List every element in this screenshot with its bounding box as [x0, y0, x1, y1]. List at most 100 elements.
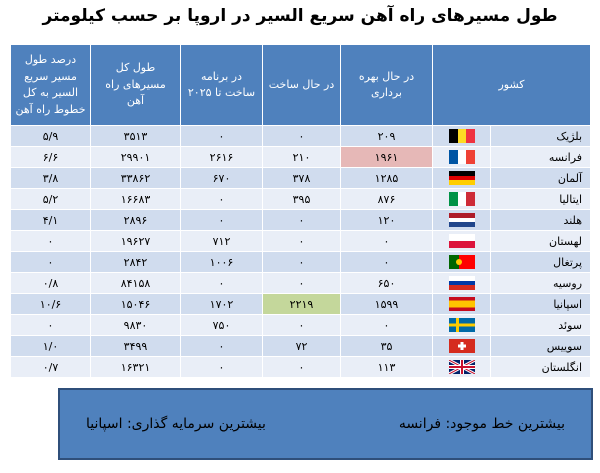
country-cell: روسیه [490, 272, 592, 294]
table-row: هلند ۱۲۰ ۰ ۰ ۲۸۹۶ ۴/۱ [10, 209, 592, 231]
value-cell: ۳۷۸ [262, 167, 341, 189]
value-cell: ۶۵۰ [340, 272, 433, 294]
table-row: روسیه ۶۵۰ ۰ ۰ ۸۴۱۵۸ ۰/۸ [10, 272, 592, 294]
flag-cell [431, 272, 492, 294]
value-cell: ۲۲۱۹ [262, 293, 341, 315]
value-cell: ۱۶۶۸۳ [90, 188, 181, 210]
value-cell: ۰ [262, 272, 341, 294]
country-cell: آلمان [490, 167, 592, 189]
flag-cell [431, 293, 492, 315]
country-cell: سوییس [490, 335, 592, 357]
summary-existing: بیشترین خط موجود: فرانسه [398, 416, 565, 432]
value-cell: ۰ [340, 314, 433, 336]
value-cell: ۰ [180, 335, 263, 357]
value-cell: ۱۹۶۱ [340, 146, 433, 168]
value-cell: ۱۲۰ [340, 209, 433, 231]
value-cell: ۳۳۸۶۲ [90, 167, 181, 189]
column-header: در حال بهره برداری [340, 44, 433, 126]
country-cell: سوئد [490, 314, 592, 336]
table-row: آلمان ۱۲۸۵ ۳۷۸ ۶۷۰ ۳۳۸۶۲ ۳/۸ [10, 167, 592, 189]
table-row: انگلستان ۱۱۳ ۰ ۰ ۱۶۳۲۱ ۰/۷ [10, 356, 592, 378]
value-cell: ۶۷۰ [180, 167, 263, 189]
rail-table: کشور در حال بهره برداری در حال ساخت در برنا… [10, 44, 592, 378]
value-cell: ۲۱۰ [262, 146, 341, 168]
flag [448, 276, 475, 290]
value-cell: ۷۱۲ [180, 230, 263, 252]
value-cell: ۰ [262, 251, 341, 273]
flag [448, 297, 475, 311]
flag-cell [431, 146, 492, 168]
value-cell: ۱/۰ [10, 335, 91, 357]
value-cell: ۲۸۹۶ [90, 209, 181, 231]
value-cell: ۱۰/۶ [10, 293, 91, 315]
value-cell: ۰ [180, 188, 263, 210]
flag [448, 192, 475, 206]
table-row: پرتغال ۰ ۰ ۱۰۰۶ ۲۸۴۲ ۰ [10, 251, 592, 273]
country-cell: ایتالیا [490, 188, 592, 210]
value-cell: ۰ [180, 125, 263, 147]
country-cell: پرتغال [490, 251, 592, 273]
value-cell: ۳۵۱۳ [90, 125, 181, 147]
value-cell: ۱۷۰۲ [180, 293, 263, 315]
value-cell: ۳۵ [340, 335, 433, 357]
flag-cell [431, 167, 492, 189]
value-cell: ۲۶۱۶ [180, 146, 263, 168]
table-row: لهستان ۰ ۰ ۷۱۲ ۱۹۶۲۷ ۰ [10, 230, 592, 252]
value-cell: ۲۰۹ [340, 125, 433, 147]
value-cell: ۶/۶ [10, 146, 91, 168]
value-cell: ۰ [340, 251, 433, 273]
value-cell: ۰ [340, 230, 433, 252]
flag [448, 255, 475, 269]
value-cell: ۰/۷ [10, 356, 91, 378]
flag [448, 234, 475, 248]
country-cell: فرانسه [490, 146, 592, 168]
table-row: اسپانیا ۱۵۹۹ ۲۲۱۹ ۱۷۰۲ ۱۵۰۴۶ ۱۰/۶ [10, 293, 592, 315]
value-cell: ۱۶۳۲۱ [90, 356, 181, 378]
value-cell: ۱۵۰۴۶ [90, 293, 181, 315]
value-cell: ۹۸۳۰ [90, 314, 181, 336]
summary-investment: بیشترین سرمایه گذاری: اسپانیا [86, 416, 266, 432]
flag-cell [431, 188, 492, 210]
value-cell: ۱۱۳ [340, 356, 433, 378]
flag-cell [431, 356, 492, 378]
value-cell: ۵/۲ [10, 188, 91, 210]
value-cell: ۱۰۰۶ [180, 251, 263, 273]
country-cell: لهستان [490, 230, 592, 252]
value-cell: ۳۴۹۹ [90, 335, 181, 357]
value-cell: ۰ [10, 251, 91, 273]
country-cell: بلژیک [490, 125, 592, 147]
column-header: در حال ساخت [262, 44, 341, 126]
table-row: بلژیک ۲۰۹ ۰ ۰ ۳۵۱۳ ۵/۹ [10, 125, 592, 147]
value-cell: ۲۸۴۲ [90, 251, 181, 273]
value-cell: ۷۲ [262, 335, 341, 357]
value-cell: ۰ [262, 356, 341, 378]
header-row: کشور در حال بهره برداری در حال ساخت در برنا… [10, 44, 592, 126]
flag [448, 213, 475, 227]
value-cell: ۰ [180, 356, 263, 378]
value-cell: ۰ [10, 230, 91, 252]
title: طول مسیرهای راه آهن سریع السیر در اروپا … [42, 6, 558, 26]
flag [447, 358, 476, 376]
flag [448, 339, 475, 353]
value-cell: ۵/۹ [10, 125, 91, 147]
value-cell: ۸۴۱۵۸ [90, 272, 181, 294]
value-cell: ۷۵۰ [180, 314, 263, 336]
value-cell: ۰ [10, 314, 91, 336]
value-cell: ۳/۸ [10, 167, 91, 189]
country-cell: اسپانیا [490, 293, 592, 315]
value-cell: ۰ [262, 209, 341, 231]
flag [448, 129, 475, 143]
value-cell: ۳۹۵ [262, 188, 341, 210]
country-cell: انگلستان [490, 356, 592, 378]
flag-cell [431, 209, 492, 231]
column-header: طول کل مسیرهای راه آهن [90, 44, 181, 126]
table-row: فرانسه ۱۹۶۱ ۲۱۰ ۲۶۱۶ ۲۹۹۰۱ ۶/۶ [10, 146, 592, 168]
country-cell: هلند [490, 209, 592, 231]
flag-cell [431, 230, 492, 252]
value-cell: ۱۲۸۵ [340, 167, 433, 189]
value-cell: ۰ [262, 230, 341, 252]
column-header: درصد طول مسیر سریع السیر به کل خطوط راه … [10, 44, 91, 126]
value-cell: ۱۵۹۹ [340, 293, 433, 315]
column-header: کشور [431, 44, 592, 126]
